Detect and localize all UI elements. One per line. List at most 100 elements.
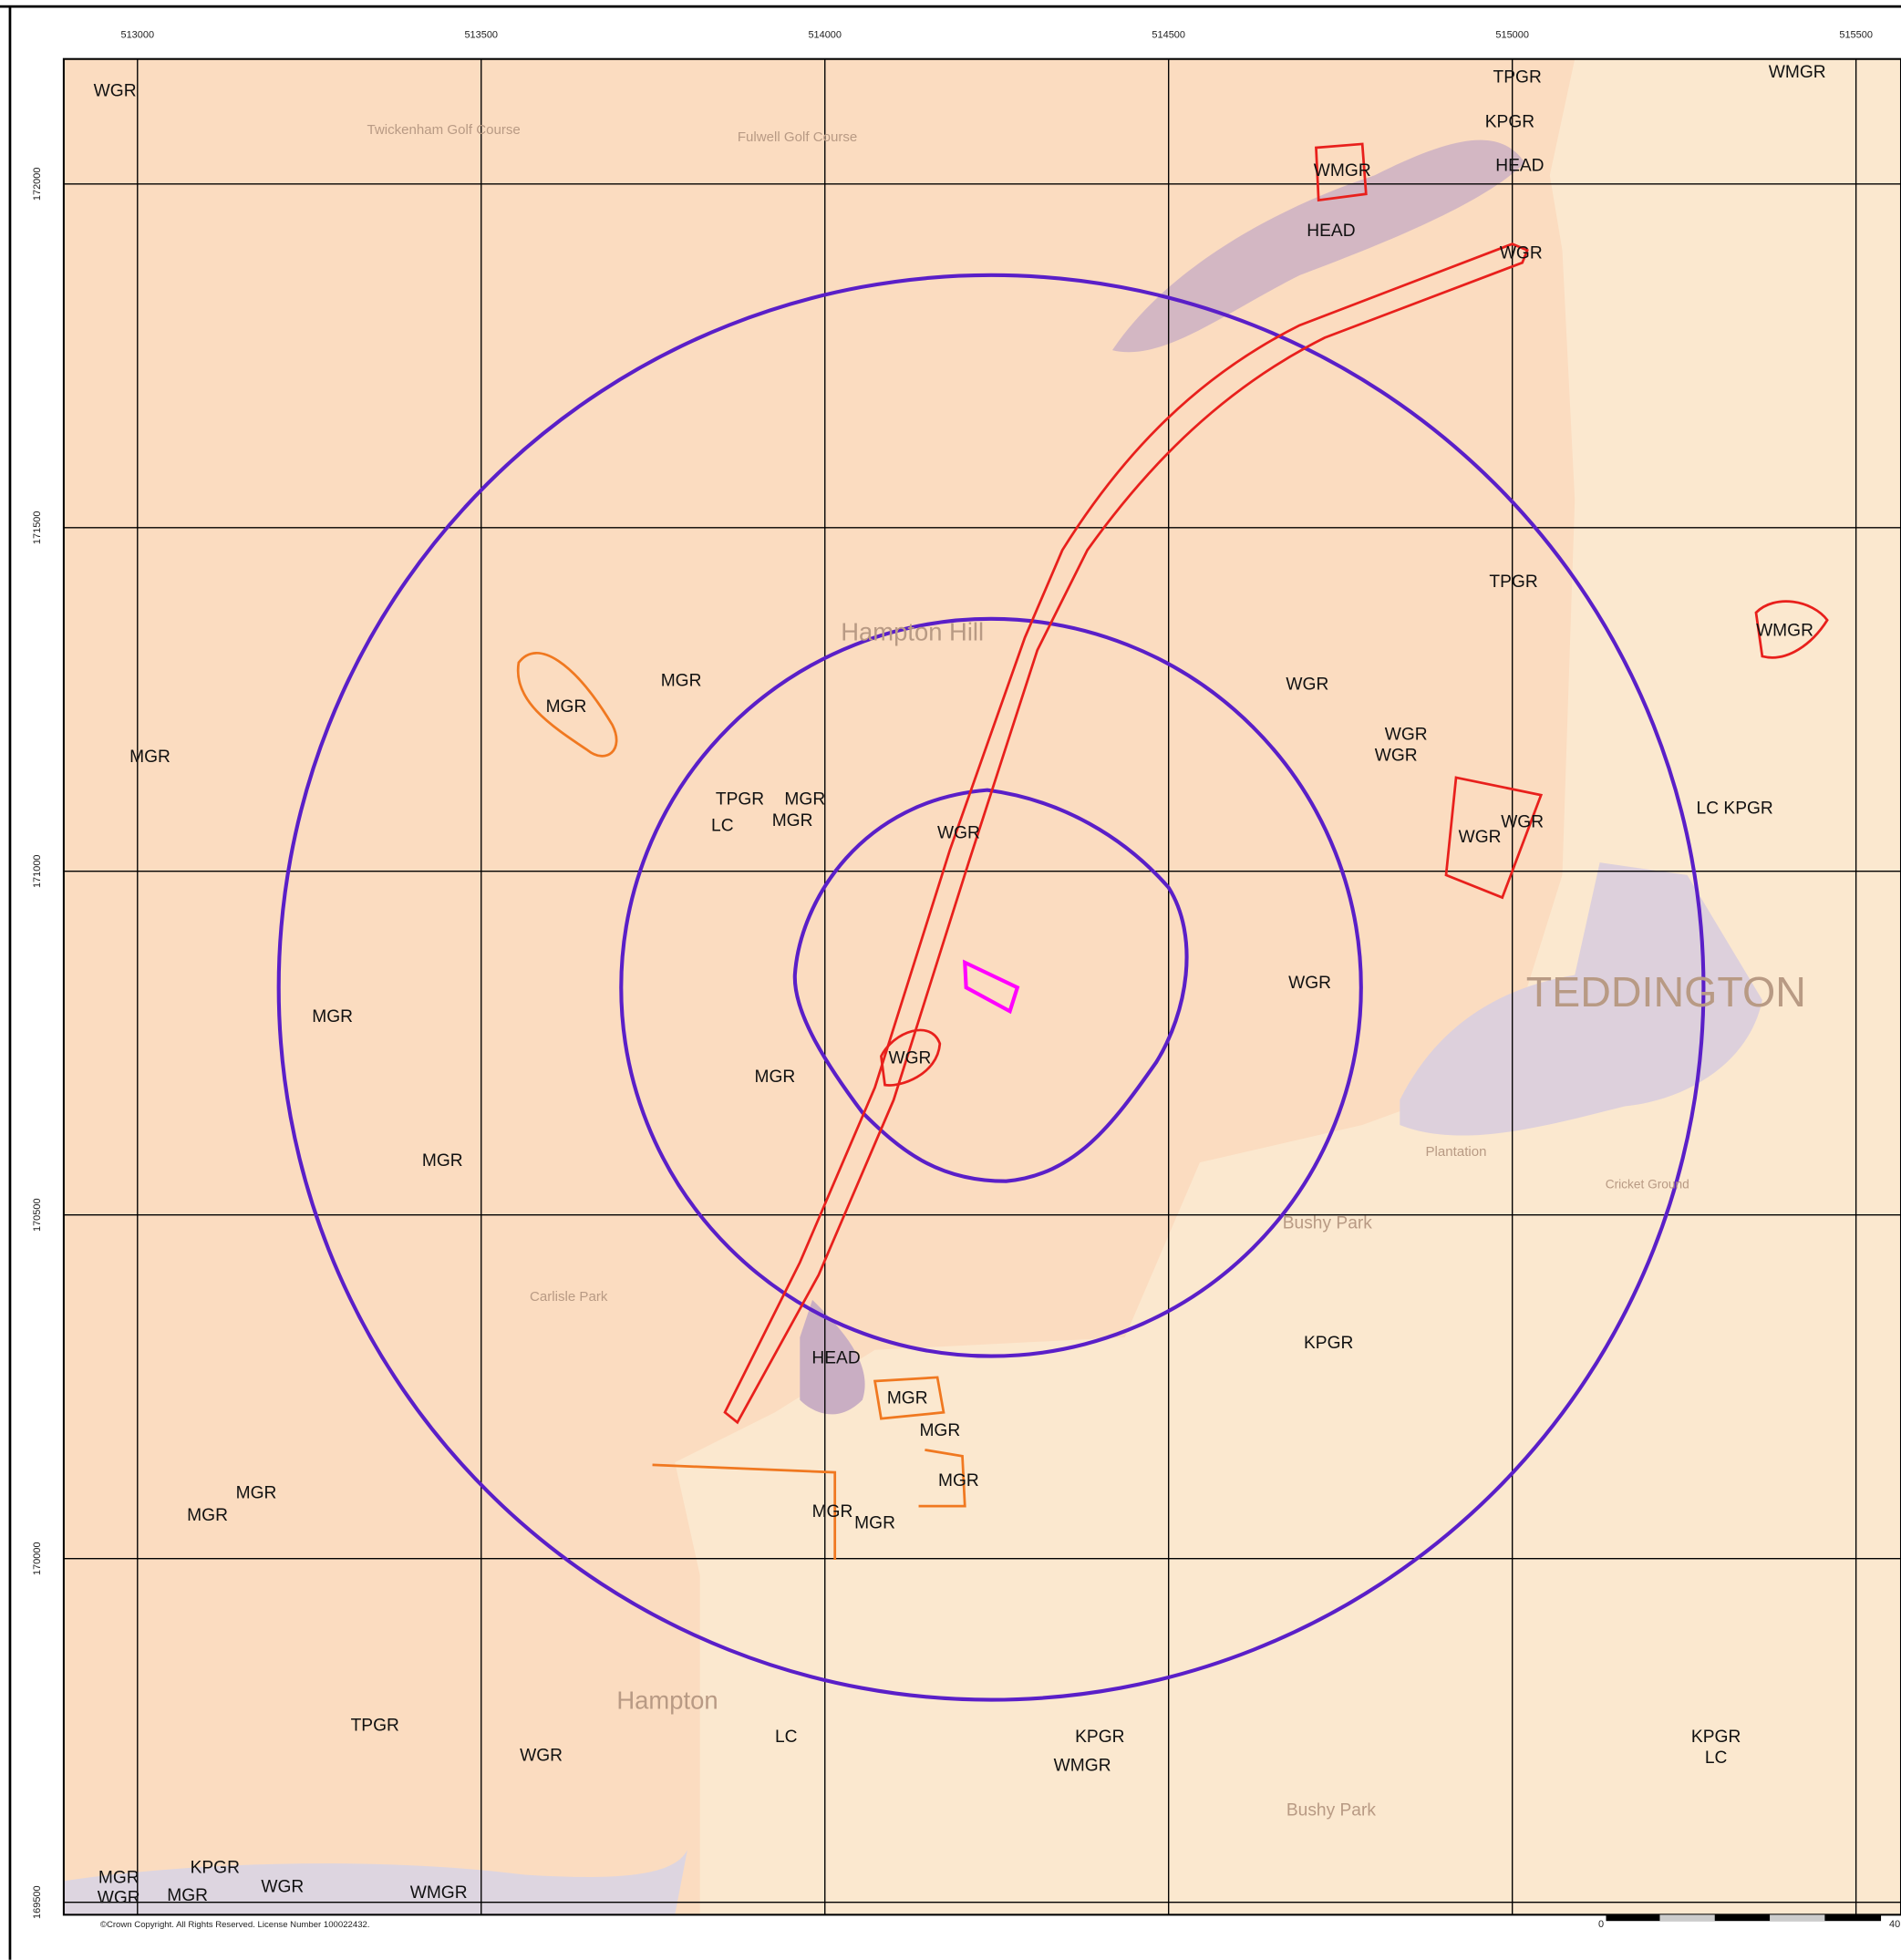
geology-label: WGR	[94, 81, 137, 100]
place-name: Hampton	[616, 1687, 718, 1715]
geology-label: WMGR	[1314, 161, 1371, 181]
scale-bar-segment	[1659, 1914, 1715, 1922]
geology-label: WGR	[261, 1877, 304, 1896]
buffer-outer	[276, 273, 1706, 1702]
place-name: Cricket Ground	[1606, 1177, 1689, 1191]
geology-label: MGR	[546, 697, 587, 717]
site-boundary	[963, 959, 1020, 1015]
easting-label: 514500	[1152, 30, 1185, 41]
geology-label: KPGR	[1485, 113, 1534, 132]
easting-label: 513500	[464, 30, 498, 41]
northing-label: 170500	[32, 1198, 43, 1232]
worked-ground-strip	[723, 242, 1529, 1425]
geology-label: MGR	[422, 1151, 463, 1171]
geology-label: WGR	[1501, 812, 1544, 831]
northing-label: 171500	[32, 511, 43, 544]
geology-label: TPGR	[1493, 67, 1542, 87]
geology-label: WMGR	[410, 1883, 468, 1903]
geology-label: MGR	[772, 811, 813, 830]
geology-label: TPGR	[716, 790, 764, 810]
scale-label: 0	[1598, 1919, 1604, 1930]
geology-label: WGR	[1459, 828, 1502, 847]
geology-label: WGR	[937, 824, 980, 843]
easting-label: 515000	[1495, 30, 1529, 41]
map-area	[63, 58, 1901, 1915]
geology-label: WMGR	[1769, 63, 1826, 82]
buffer-inner	[792, 788, 1189, 1183]
worked-ground-area-4	[880, 1028, 942, 1087]
geology-label: KPGR	[1304, 1334, 1353, 1353]
place-name: Fulwell Golf Course	[738, 129, 857, 145]
place-name: Hampton Hill	[841, 618, 984, 646]
place-name: Bushy Park	[1283, 1213, 1373, 1233]
geology-label: MGR	[129, 748, 170, 767]
copyright: ©Crown Copyright. All Rights Reserved. L…	[100, 1920, 370, 1930]
geology-label: MGR	[854, 1513, 895, 1532]
buffer-middle	[619, 616, 1363, 1358]
geology-label: MGR	[167, 1886, 208, 1905]
geology-label: LC	[711, 816, 734, 835]
geology-label: WGR	[1288, 974, 1331, 993]
scale-bar-body	[1606, 1914, 1882, 1922]
geology-label: MGR	[312, 1007, 353, 1026]
geology-label: TPGR	[351, 1716, 399, 1735]
easting-label: 514000	[808, 30, 842, 41]
geology-label: HEAD	[811, 1348, 860, 1367]
geology-label: KPGR	[1691, 1728, 1741, 1747]
place-name: Plantation	[1425, 1144, 1486, 1160]
easting-label: 515500	[1839, 30, 1873, 41]
geology-label: MGR	[755, 1068, 796, 1087]
geology-label: WMGR	[1756, 622, 1813, 641]
geology-label: TPGR	[1489, 573, 1537, 592]
geology-label: LC KPGR	[1697, 799, 1773, 818]
geology-label: MGR	[98, 1869, 139, 1888]
easting-label: 513000	[121, 30, 155, 41]
geology-label: KPGR	[1075, 1728, 1124, 1747]
place-name: Twickenham Golf Course	[367, 122, 521, 138]
geology-label: WMGR	[1054, 1756, 1111, 1775]
geology-label: LC	[1705, 1749, 1728, 1768]
place-name: Bushy Park	[1286, 1801, 1377, 1821]
head-deposit	[1112, 139, 1525, 353]
place-name: Carlisle Park	[530, 1289, 608, 1305]
place-name: TEDDINGTON	[1526, 968, 1806, 1016]
geology-label: MGR	[187, 1506, 228, 1525]
worked-ground-area-2	[1754, 600, 1829, 659]
geology-label: WGR	[888, 1048, 931, 1068]
map-frame	[62, 57, 1901, 1916]
geology-label: KPGR	[191, 1859, 240, 1878]
geology-label: HEAD	[1307, 222, 1355, 241]
geology-label: WGR	[520, 1746, 563, 1765]
geology-label: MGR	[784, 790, 825, 810]
geology-label: WGR	[1375, 747, 1418, 766]
northing-label: 171000	[32, 854, 43, 888]
geology-label: HEAD	[1495, 157, 1544, 176]
geology-label: WGR	[98, 1889, 140, 1908]
alluvium	[1400, 862, 1762, 1136]
scale-label: 40	[1889, 1919, 1900, 1930]
geology-label: LC	[775, 1728, 798, 1747]
kempton-gravel	[675, 58, 1901, 1915]
scale-bar-segment	[1770, 1914, 1825, 1922]
geology-label: WGR	[1500, 244, 1543, 263]
made-ground-lines	[652, 1376, 966, 1561]
geology-label: WGR	[1286, 676, 1328, 695]
river-deposit	[63, 1850, 687, 1915]
geology-label: MGR	[938, 1471, 979, 1491]
worked-ground-area-3	[1315, 142, 1368, 202]
northing-label: 170000	[32, 1542, 43, 1575]
geology-label: MGR	[236, 1483, 277, 1502]
northing-label: 169500	[32, 1885, 43, 1919]
geology-label: MGR	[812, 1502, 853, 1522]
geology-label: MGR	[661, 671, 702, 690]
geology-label: WGR	[1385, 725, 1428, 744]
scale-bar: 0 40	[1598, 1914, 1900, 1930]
northing-label: 172000	[32, 168, 43, 201]
head-deposit-2	[800, 1299, 865, 1415]
geology-label: MGR	[887, 1388, 928, 1408]
made-ground-area	[516, 652, 618, 758]
geology-label: MGR	[919, 1421, 960, 1440]
grid	[63, 58, 1901, 1915]
worked-ground-area	[1444, 776, 1544, 900]
